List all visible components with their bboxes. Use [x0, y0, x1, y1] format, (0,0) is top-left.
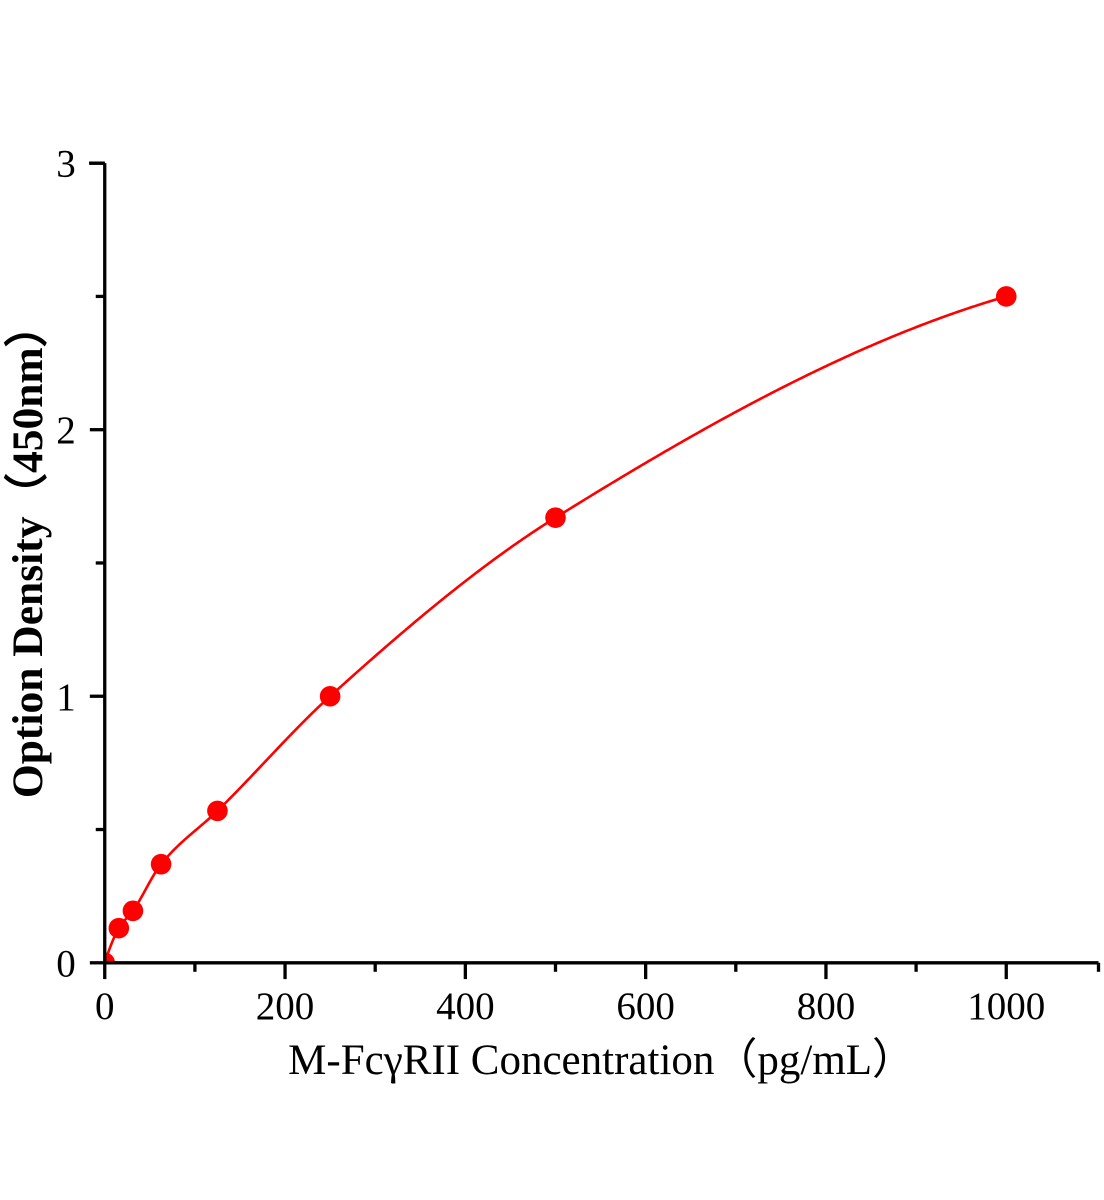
svg-text:0: 0: [95, 985, 115, 1028]
svg-text:800: 800: [797, 985, 856, 1028]
svg-text:M-FcγRII Concentration（pg/mL）: M-FcγRII Concentration（pg/mL）: [288, 1037, 915, 1084]
svg-text:0: 0: [56, 942, 76, 985]
svg-text:2: 2: [56, 409, 76, 452]
svg-text:3: 3: [56, 143, 76, 186]
svg-text:200: 200: [256, 985, 315, 1028]
svg-text:600: 600: [616, 985, 675, 1028]
svg-text:400: 400: [436, 985, 495, 1028]
svg-text:1000: 1000: [967, 985, 1045, 1028]
svg-text:Option Density（450nm）: Option Density（450nm）: [3, 304, 52, 798]
svg-text:1: 1: [56, 676, 76, 719]
